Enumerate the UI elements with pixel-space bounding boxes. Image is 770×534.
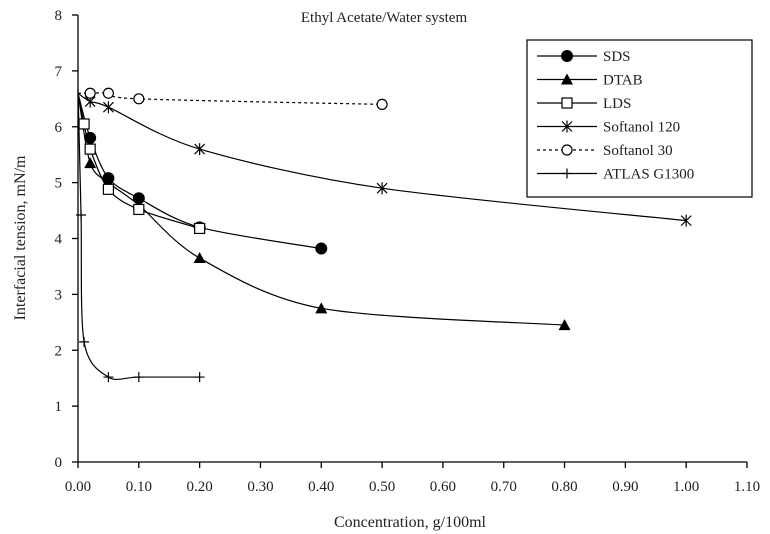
- data-point: [376, 98, 388, 111]
- ticks: 0.00 0.10 0.20 0.30 0.40 0.50 0.60 0.70 0.80 0.90…: [55, 8, 761, 495]
- series-softanol-30: [78, 87, 388, 111]
- legend-marker: [561, 120, 573, 133]
- series-line: [78, 92, 383, 105]
- data-point: [78, 118, 90, 130]
- legend-items: SDS DTAB LDS Softanol 120 Softanol 30 ATLAS G…: [537, 49, 694, 183]
- x-tick-label: 0.40: [308, 479, 334, 495]
- y-tick-label: 1: [55, 399, 63, 415]
- data-point: [376, 182, 388, 195]
- y-tick-label: 5: [55, 176, 63, 192]
- data-point: [680, 214, 692, 227]
- chart-title: Ethyl Acetate/Water system: [301, 10, 468, 26]
- data-point: [102, 183, 115, 195]
- data-point: [79, 336, 90, 347]
- series-line: [77, 88, 200, 380]
- x-axis-title: Concentration, g/100ml: [334, 514, 487, 531]
- data-point: [103, 372, 114, 383]
- y-tick-label: 7: [55, 64, 63, 80]
- legend-item: Softanol 30: [537, 143, 673, 159]
- series-dtab: [77, 93, 571, 331]
- legend-item: ATLAS G1300: [537, 167, 694, 183]
- y-axis-title: Interfacial tension, mN/m: [12, 155, 29, 320]
- data-point: [133, 93, 145, 105]
- legend-item: Softanol 120: [537, 120, 680, 136]
- legend-label: Softanol 30: [603, 143, 673, 159]
- series-softanol-120: [77, 92, 692, 227]
- data-point: [194, 372, 205, 383]
- x-tick-label: 0.00: [65, 479, 91, 495]
- data-point: [315, 242, 328, 255]
- legend-box: [526, 39, 753, 198]
- x-tick-label: 0.60: [430, 479, 456, 495]
- legend: SDS DTAB LDS Softanol 120 Softanol 30 ATLAS G…: [526, 39, 753, 198]
- data-point: [193, 252, 206, 264]
- data-point: [194, 143, 206, 156]
- data-point: [102, 101, 114, 114]
- data-point: [133, 203, 145, 216]
- y-tick-label: 8: [55, 8, 63, 24]
- x-tick-label: 1.00: [673, 479, 699, 495]
- legend-marker: [561, 97, 573, 109]
- data-point: [84, 143, 96, 155]
- legend-item: DTAB: [537, 73, 643, 89]
- data-point: [133, 372, 144, 383]
- data-point: [102, 87, 115, 99]
- legend-marker: [562, 168, 572, 179]
- series-layer: [76, 87, 692, 383]
- y-tick-label: 2: [55, 343, 63, 359]
- legend-marker: [561, 50, 573, 62]
- x-tick-label: 0.20: [187, 479, 213, 495]
- y-tick-label: 6: [55, 120, 63, 136]
- legend-marker: [561, 144, 573, 156]
- x-tick-label: 0.70: [491, 479, 517, 495]
- y-tick-label: 0: [55, 455, 63, 471]
- y-tick-label: 3: [55, 287, 63, 303]
- data-point: [84, 87, 96, 99]
- data-point: [76, 210, 87, 221]
- series-lds: [77, 93, 206, 235]
- y-tick-label: 4: [55, 232, 63, 248]
- series-line: [77, 93, 565, 326]
- legend-item: LDS: [537, 96, 631, 112]
- legend-item: SDS: [537, 49, 631, 65]
- x-tick-label: 0.80: [551, 479, 577, 495]
- x-tick-label: 0.50: [369, 479, 395, 495]
- legend-marker: [561, 73, 573, 85]
- data-point: [194, 222, 206, 235]
- legend-label: ATLAS G1300: [603, 167, 694, 183]
- x-tick-label: 1.10: [734, 479, 760, 495]
- legend-label: DTAB: [603, 73, 643, 89]
- series-atlas-g1300: [76, 88, 205, 383]
- legend-label: LDS: [603, 96, 631, 112]
- data-point: [84, 157, 97, 169]
- data-point: [315, 302, 328, 314]
- data-point: [558, 319, 571, 331]
- legend-label: SDS: [603, 49, 631, 65]
- legend-label: Softanol 120: [603, 120, 680, 136]
- x-tick-label: 0.10: [126, 479, 152, 495]
- x-tick-label: 0.90: [612, 479, 638, 495]
- x-tick-label: 0.30: [247, 479, 273, 495]
